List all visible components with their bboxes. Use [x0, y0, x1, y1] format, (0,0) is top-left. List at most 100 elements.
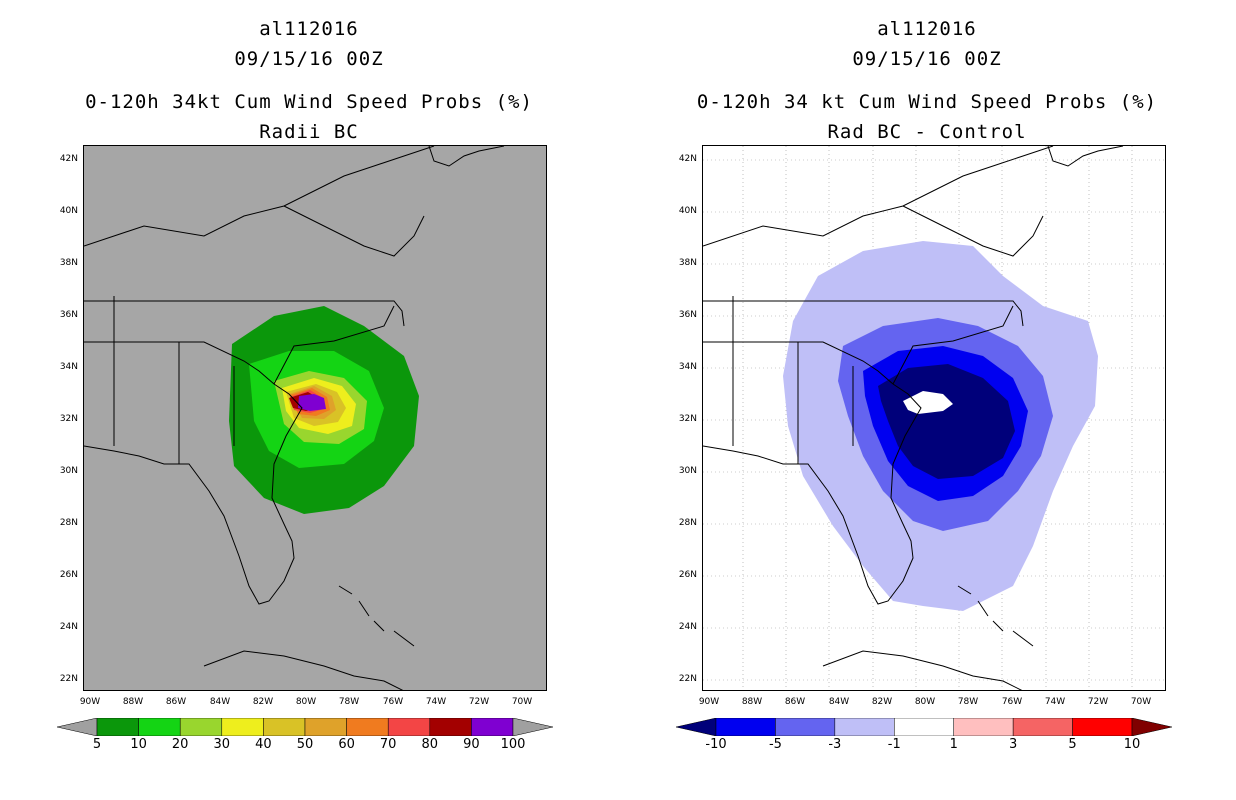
colorbar-label: 40 — [255, 737, 272, 752]
colorbar-segment — [96, 718, 139, 736]
lon-label: 84W — [209, 697, 231, 707]
colorbar-label: -5 — [768, 737, 782, 752]
lon-label: 88W — [741, 697, 763, 707]
lat-label: 36N — [59, 310, 78, 320]
lat-label: 40N — [678, 206, 697, 216]
colorbar-label: 30 — [213, 737, 231, 752]
coastlines — [703, 146, 1124, 690]
lat-label: 30N — [59, 466, 78, 476]
plot-subtitle: Rad BC - Control — [827, 121, 1027, 143]
lat-label: 24N — [59, 622, 78, 632]
coastlines — [84, 146, 505, 690]
colorbar-label: -1 — [887, 737, 901, 752]
colorbar-low-arrow — [676, 718, 717, 736]
lat-label: 38N — [678, 258, 697, 268]
colorbar-segment — [138, 718, 181, 736]
right-panel: al112016 09/15/16 00Z 0-120h 34 kt Cum W… — [618, 0, 1236, 800]
colorbar-right — [676, 718, 1172, 736]
lat-label: 26N — [678, 570, 697, 580]
lon-label: 72W — [1087, 697, 1109, 707]
lon-label: 82W — [252, 697, 274, 707]
colorbar-segment — [263, 718, 306, 736]
colorbar-segment — [1072, 718, 1133, 736]
lon-label: 70W — [1130, 697, 1152, 707]
lat-label: 42N — [678, 154, 697, 164]
colorbar-segment — [1012, 718, 1073, 736]
left-panel: al112016 09/15/16 00Z 0-120h 34kt Cum Wi… — [57, 18, 553, 752]
lon-label: 72W — [468, 697, 490, 707]
difference-map — [702, 145, 1166, 691]
lat-label: 42N — [59, 154, 78, 164]
lon-label: 78W — [957, 697, 979, 707]
colorbar-label: 70 — [379, 737, 397, 752]
lon-label: 90W — [698, 697, 720, 707]
lon-label: 78W — [338, 697, 360, 707]
colorbar-segment — [221, 718, 264, 736]
lat-label: 28N — [59, 518, 78, 528]
colorbar-segment — [834, 718, 895, 736]
colorbar-segment — [179, 718, 223, 736]
storm-id: al112016 — [259, 18, 359, 40]
lat-label: 26N — [59, 570, 78, 580]
lat-label: 30N — [678, 466, 697, 476]
plot-title: 0-120h 34 kt Cum Wind Speed Probs (%) — [696, 91, 1158, 113]
lon-label: 76W — [1001, 697, 1023, 707]
lon-label: 86W — [165, 697, 187, 707]
colorbar-right-segments — [676, 718, 1172, 736]
colorbar-label: -3 — [828, 737, 842, 752]
lat-label: 36N — [678, 310, 697, 320]
lon-label: 80W — [914, 697, 936, 707]
lat-label: 32N — [678, 414, 697, 424]
colorbar-segment — [346, 718, 389, 736]
lon-label: 74W — [425, 697, 447, 707]
contour-near-zero — [903, 391, 953, 414]
lat-label: 24N — [678, 622, 697, 632]
colorbar-label: 20 — [171, 737, 189, 752]
datetime: 09/15/16 00Z — [234, 48, 384, 70]
difference-map-svg — [703, 146, 1165, 690]
colorbar-label: -10 — [705, 737, 727, 752]
lat-label: 38N — [59, 258, 78, 268]
lat-label: 28N — [678, 518, 697, 528]
lat-label: 40N — [59, 206, 78, 216]
lon-label: 74W — [1044, 697, 1066, 707]
datetime: 09/15/16 00Z — [852, 48, 1002, 70]
lon-label: 76W — [382, 697, 404, 707]
lat-label: 22N — [59, 674, 78, 684]
storm-id: al112016 — [877, 18, 977, 40]
colorbar-label: 10 — [1123, 737, 1141, 752]
colorbar-high-arrow — [1131, 718, 1172, 736]
colorbar-segment — [775, 718, 836, 736]
colorbar-label: 90 — [463, 737, 480, 752]
colorbar-left-segments — [57, 718, 553, 736]
lon-label: 80W — [295, 697, 317, 707]
colorbar-high-arrow — [512, 718, 553, 736]
probability-map-svg — [84, 146, 505, 690]
colorbar-low-arrow — [57, 718, 98, 736]
colorbar-segment — [715, 718, 776, 736]
colorbar-segment — [471, 718, 514, 736]
lon-label: 88W — [122, 697, 144, 707]
lon-label: 86W — [784, 697, 806, 707]
colorbar-segment — [304, 718, 347, 736]
colorbar-left — [57, 718, 553, 736]
lon-label: 70W — [511, 697, 533, 707]
colorbar-segment — [387, 718, 431, 736]
lat-label: 22N — [678, 674, 697, 684]
contour-90 — [298, 394, 326, 411]
colorbar-segment — [953, 718, 1014, 736]
lat-label: 34N — [678, 362, 697, 372]
colorbar-label: 5 — [92, 737, 102, 752]
lat-label: 32N — [59, 414, 78, 424]
colorbar-label: 5 — [1068, 737, 1077, 752]
colorbar-label: 1 — [949, 737, 958, 752]
lon-label: 84W — [828, 697, 850, 707]
contour-minus-10 — [878, 364, 1015, 479]
colorbar-label: 3 — [1009, 737, 1018, 752]
colorbar-label: 60 — [338, 737, 355, 752]
colorbar-label: 50 — [296, 737, 314, 752]
colorbar-label: 80 — [421, 737, 439, 752]
lon-label: 82W — [871, 697, 893, 707]
colorbar-label: 10 — [130, 737, 147, 752]
plot-subtitle: Radii BC — [259, 121, 359, 143]
